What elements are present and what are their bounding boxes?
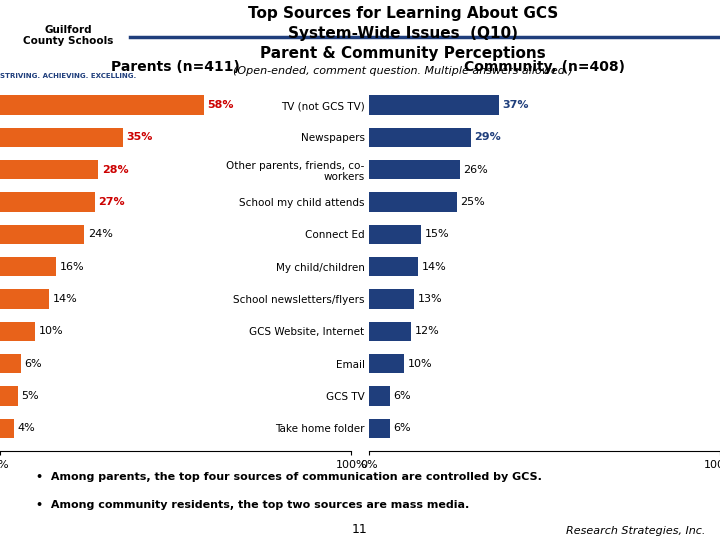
Bar	[0, 127, 123, 147]
Bar	[0, 322, 35, 341]
Text: 16%: 16%	[60, 262, 84, 272]
Bar	[0, 289, 49, 309]
Text: 15%: 15%	[425, 230, 449, 239]
Bar	[0, 257, 56, 276]
Title: Community, (n=408): Community, (n=408)	[464, 60, 625, 75]
Bar	[0, 386, 17, 406]
Text: Guilford
County Schools: Guilford County Schools	[23, 25, 114, 46]
Bar	[369, 225, 421, 244]
Text: 25%: 25%	[460, 197, 485, 207]
Bar	[369, 386, 390, 406]
Text: STRIVING. ACHIEVING. EXCELLING.: STRIVING. ACHIEVING. EXCELLING.	[0, 73, 137, 79]
Text: 26%: 26%	[464, 165, 488, 174]
Bar	[369, 354, 404, 373]
Text: Parent & Community Perceptions: Parent & Community Perceptions	[261, 46, 546, 60]
Text: 13%: 13%	[418, 294, 443, 304]
Bar	[369, 160, 460, 179]
Bar	[0, 418, 14, 438]
Text: System-Wide Issues  (Q10): System-Wide Issues (Q10)	[288, 26, 518, 41]
Bar	[0, 225, 84, 244]
Text: 5%: 5%	[21, 391, 39, 401]
Bar	[369, 322, 411, 341]
Text: 35%: 35%	[127, 132, 153, 143]
Bar	[0, 192, 95, 212]
Text: 12%: 12%	[415, 326, 439, 336]
Text: (Open-ended, comment question. Multiple answers allowed.): (Open-ended, comment question. Multiple …	[233, 66, 573, 76]
Text: 14%: 14%	[53, 294, 78, 304]
Text: 10%: 10%	[408, 359, 432, 369]
Text: 14%: 14%	[421, 262, 446, 272]
Text: 4%: 4%	[17, 423, 35, 433]
Text: 37%: 37%	[503, 100, 528, 110]
Bar	[369, 96, 499, 114]
Text: 58%: 58%	[207, 100, 234, 110]
Text: 11: 11	[352, 523, 368, 536]
Bar	[369, 418, 390, 438]
Text: •  Among community residents, the top two sources are mass media.: • Among community residents, the top two…	[36, 500, 469, 510]
Text: 6%: 6%	[24, 359, 42, 369]
Text: Research Strategies, Inc.: Research Strategies, Inc.	[566, 526, 706, 536]
Bar	[0, 354, 21, 373]
Text: 27%: 27%	[99, 197, 125, 207]
Text: 29%: 29%	[474, 132, 501, 143]
Text: 28%: 28%	[102, 165, 128, 174]
Bar	[0, 96, 204, 114]
Text: 6%: 6%	[393, 391, 411, 401]
Bar	[369, 192, 456, 212]
Text: 6%: 6%	[393, 423, 411, 433]
Bar	[369, 289, 415, 309]
Text: 24%: 24%	[88, 230, 112, 239]
Text: 10%: 10%	[39, 326, 63, 336]
Bar	[0, 160, 99, 179]
Bar	[369, 257, 418, 276]
Text: •  Among parents, the top four sources of communication are controlled by GCS.: • Among parents, the top four sources of…	[36, 471, 542, 482]
Bar	[369, 127, 471, 147]
Text: Top Sources for Learning About GCS: Top Sources for Learning About GCS	[248, 6, 558, 21]
Title: Parents (n=411): Parents (n=411)	[111, 60, 240, 75]
